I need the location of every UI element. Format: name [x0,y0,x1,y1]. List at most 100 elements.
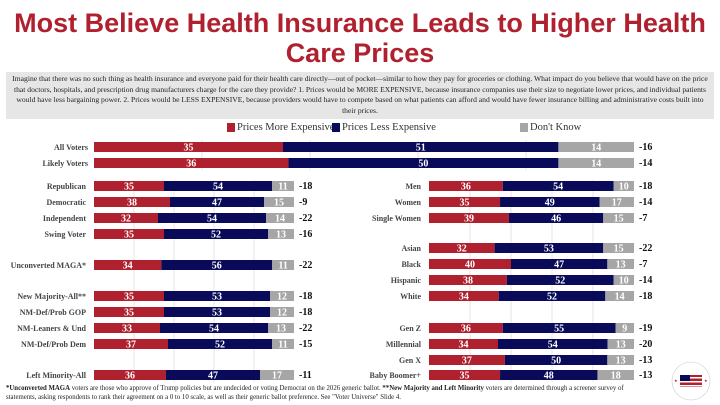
bar-value-less: 53 [212,292,222,303]
svg-text:★: ★ [704,378,708,383]
bar-value-less: 47 [208,371,218,382]
bar-value-dk: 15 [274,198,284,209]
row-label: All Voters [54,143,88,152]
bar-segment-more [429,339,499,349]
bar-value-less: 53 [544,244,554,255]
bar-segment-more [429,243,495,253]
net-difference: -22 [639,243,652,254]
bar-segment-dk [603,213,634,223]
bar-segment-more [429,181,503,191]
slide-title: Most Believe Health Insurance Leads to H… [14,8,706,68]
bar-segment-dk [615,323,634,333]
bar-segment-more [94,229,164,239]
bar-segment-less [506,275,614,285]
bar-value-less: 54 [209,324,219,335]
bar-segment-dk [272,339,294,349]
row-label: White [400,292,421,301]
bar-value-dk: 13 [276,230,286,241]
bar-value-dk: 10 [619,276,629,287]
row-label: NM-Def/Prob Dem [21,340,86,349]
bar-value-less: 54 [548,340,558,351]
bar-segment-less [498,339,608,349]
bar-segment-more [94,142,283,152]
bar-segment-less [164,307,270,317]
bar-segment-more [429,323,503,333]
question-text: Imagine that there was no such thing as … [6,72,714,119]
row-label: Republican [47,182,87,191]
bar-value-more: 36 [125,371,135,382]
footnote-bold-2: **New Majority and Left Minority [382,385,484,392]
row-label: Left Minority-All [26,371,87,380]
bar-segment-dk [558,142,634,152]
bar-value-less: 55 [554,324,564,335]
bar-value-dk: 15 [614,214,624,225]
row-label: Independent [43,214,86,223]
net-difference: -18 [299,291,312,302]
bar-value-dk: 14 [615,292,625,303]
bar-segment-dk [272,260,294,270]
net-difference: -20 [639,339,652,350]
bar-segment-more [429,213,509,223]
bar-value-dk: 10 [619,182,629,193]
legend-label-more: Prices More Expensive [237,122,335,133]
bar-segment-more [429,291,499,301]
row-label: Hispanic [391,276,422,285]
bar-segment-dk [605,291,634,301]
bar-segment-more [94,323,160,333]
bar-segment-dk [264,197,294,207]
net-difference: -22 [299,260,312,271]
bar-segment-dk [599,197,634,207]
net-difference: -14 [639,275,652,286]
net-difference: -18 [639,291,652,302]
bar-segment-dk [613,181,634,191]
net-difference: -7 [639,259,647,270]
row-label: Democratic [46,198,86,207]
bar-segment-less [170,197,264,207]
bar-value-more: 35 [184,143,194,154]
legend-item-less: Prices Less Expensive [332,122,436,133]
bar-value-less: 52 [215,340,225,351]
bar-segment-more [429,197,501,207]
legend-item-more: Prices More Expensive [227,122,334,133]
row-label: Unconverted MAGA* [11,261,86,270]
row-label: New Majority-All** [17,292,86,301]
bar-value-dk: 14 [591,159,601,170]
bar-segment-dk [268,229,294,239]
legend: Prices More Expensive Prices Less Expens… [0,122,720,136]
legend-label-dk: Don't Know [530,122,582,133]
net-difference: -16 [299,229,312,240]
bar-value-less: 51 [416,143,426,154]
legend-label-less: Prices Less Expensive [342,122,436,133]
net-difference: -16 [639,142,652,153]
net-difference: -18 [299,181,312,192]
bar-value-more: 32 [457,244,467,255]
bar-value-more: 35 [124,230,134,241]
bar-segment-dk [597,370,634,380]
bar-segment-less [283,142,559,152]
net-difference: -22 [299,323,312,334]
footnote-text-1: voters are those who approve of Trump po… [70,385,383,392]
bar-segment-dk [607,259,634,269]
bar-value-less: 48 [544,371,554,382]
bar-value-less: 54 [213,182,223,193]
bar-value-more: 36 [461,324,471,335]
row-label: NM-Leaners & Und [17,324,86,333]
bar-value-more: 37 [126,340,136,351]
footnote-text-2: voters are determined through a screener… [6,385,624,401]
bar-segment-less [498,291,606,301]
bar-value-less: 49 [545,198,555,209]
bar-segment-more [94,291,164,301]
bar-value-less: 50 [418,159,428,170]
bar-value-more: 37 [462,356,472,367]
footnote-bold-1: *Unconverted MAGA [6,385,70,392]
bar-value-dk: 17 [612,198,622,209]
row-label: Gen Z [399,324,421,333]
row-label: Black [401,260,421,269]
bar-segment-more [94,213,158,223]
bar-value-less: 52 [555,276,565,287]
bar-value-more: 38 [127,198,137,209]
bar-segment-less [504,355,608,365]
bar-segment-dk [260,370,294,380]
bar-value-dk: 13 [616,356,626,367]
bar-segment-dk [603,243,634,253]
